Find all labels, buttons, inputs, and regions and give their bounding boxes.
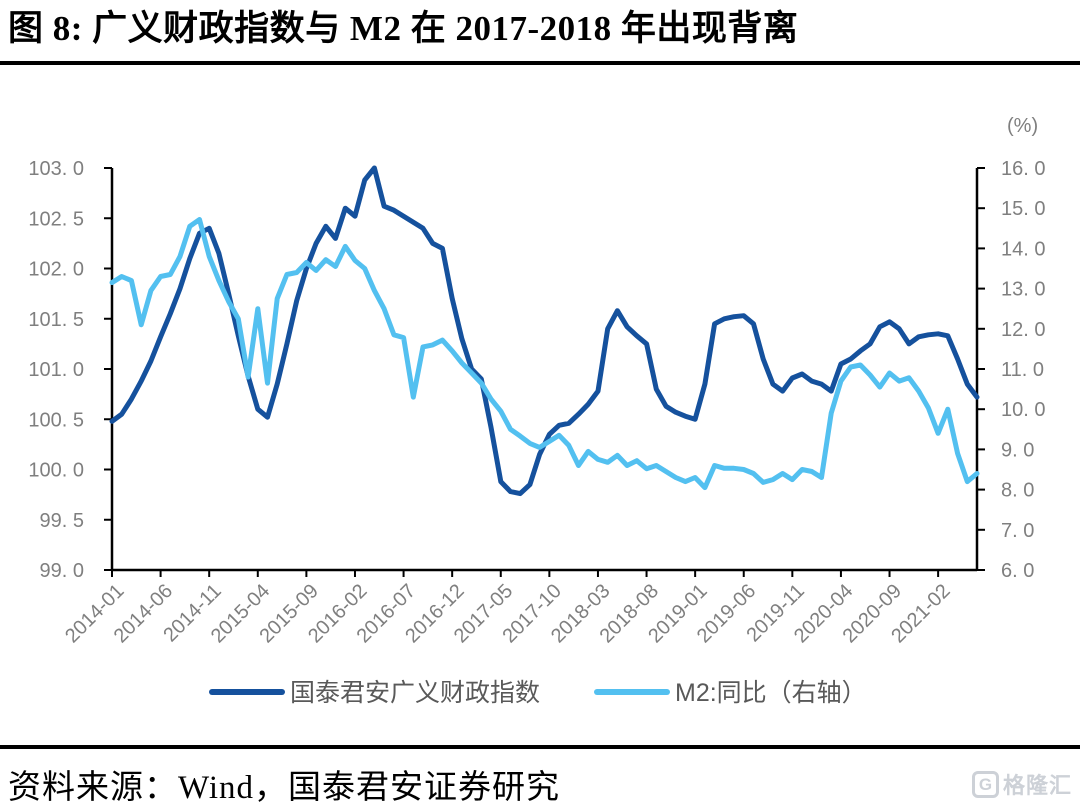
source-note: 资料来源：Wind，国泰君安证券研究 bbox=[8, 770, 560, 806]
y-right-tick-label: 10. 0 bbox=[1001, 399, 1045, 421]
right-axis-unit: (%) bbox=[1007, 115, 1038, 137]
y-right-tick-label: 6. 0 bbox=[1001, 560, 1034, 582]
y-right-tick-label: 9. 0 bbox=[1001, 439, 1034, 461]
gelonghui-logo: G 格隆汇 bbox=[971, 768, 1072, 800]
y-left-tick-label: 101. 0 bbox=[28, 359, 84, 381]
y-left-tick-label: 99. 5 bbox=[40, 510, 84, 532]
y-right-tick-label: 11. 0 bbox=[1001, 359, 1044, 381]
legend-label-0: 国泰君安广义财政指数 bbox=[290, 679, 540, 707]
y-left-tick-label: 100. 5 bbox=[28, 409, 84, 431]
y-right-tick-label: 14. 0 bbox=[1001, 238, 1045, 260]
y-right-tick-label: 16. 0 bbox=[1001, 158, 1045, 180]
figure-title-bar: 图 8: 广义财政指数与 M2 在 2017-2018 年出现背离 bbox=[0, 0, 1080, 65]
y-left-tick-label: 101. 5 bbox=[28, 309, 84, 331]
y-right-tick-label: 8. 0 bbox=[1001, 480, 1034, 502]
y-right-tick-label: 15. 0 bbox=[1001, 198, 1045, 220]
y-left-tick-label: 103. 0 bbox=[28, 158, 84, 180]
y-right-tick-label: 12. 0 bbox=[1001, 319, 1045, 341]
y-right-tick-label: 13. 0 bbox=[1001, 279, 1045, 301]
y-right-tick-label: 7. 0 bbox=[1001, 520, 1034, 542]
series-m2-line bbox=[109, 217, 980, 491]
figure-title: 图 8: 广义财政指数与 M2 在 2017-2018 年出现背离 bbox=[8, 9, 799, 48]
gelonghui-logo-icon: G bbox=[971, 770, 999, 798]
y-left-tick-label: 102. 5 bbox=[28, 208, 84, 230]
legend-label-1: M2:同比（右轴） bbox=[675, 679, 867, 707]
y-left-tick-label: 102. 0 bbox=[28, 259, 84, 281]
gelonghui-logo-text: 格隆汇 bbox=[1002, 773, 1072, 798]
y-left-tick-label: 100. 0 bbox=[28, 460, 84, 482]
source-bar: 资料来源：Wind，国泰君安证券研究 G 格隆汇 bbox=[0, 745, 1080, 808]
y-left-tick-label: 99. 0 bbox=[40, 560, 84, 582]
line-chart: 103. 0 102. 5 102. 0 101. 5 101. 0 100. 5 100.… bbox=[28, 115, 1045, 707]
